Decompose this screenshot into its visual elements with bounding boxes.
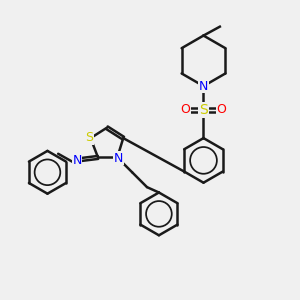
Text: S: S (85, 131, 93, 144)
Text: N: N (114, 152, 124, 164)
Text: S: S (199, 103, 208, 117)
Text: O: O (216, 103, 226, 116)
Text: N: N (199, 80, 208, 93)
Text: O: O (181, 103, 190, 116)
Text: N: N (73, 154, 82, 167)
